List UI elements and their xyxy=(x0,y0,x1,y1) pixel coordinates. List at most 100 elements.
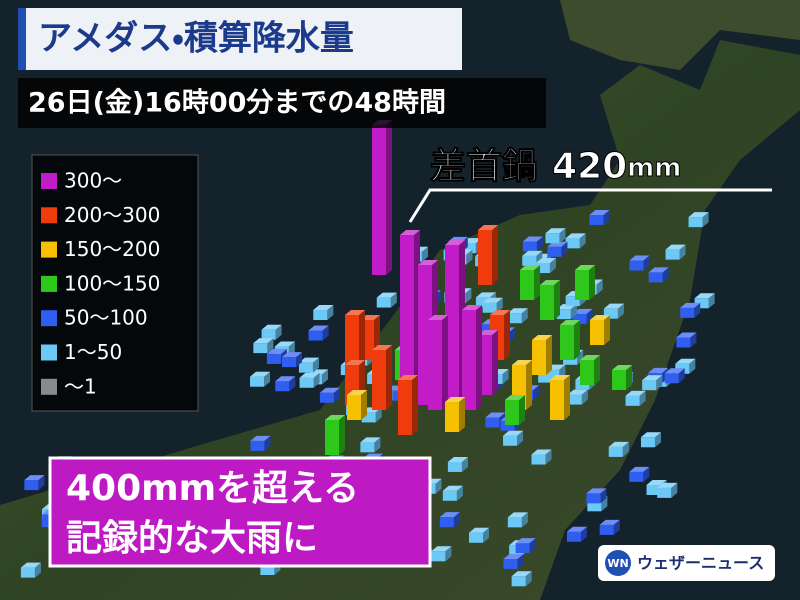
bar-top-light xyxy=(657,482,678,488)
bar-top xyxy=(507,512,528,518)
bar-top-light xyxy=(522,236,543,242)
bar-top-light xyxy=(540,280,560,285)
rain-bar xyxy=(250,435,271,451)
bar-front xyxy=(540,285,554,320)
bar-top xyxy=(20,562,41,568)
rain-bar xyxy=(522,236,543,252)
rain-bar xyxy=(20,562,41,578)
bar-front xyxy=(260,565,275,576)
bar-front xyxy=(646,484,661,495)
bar-side-shade xyxy=(442,315,448,410)
bar-top-light xyxy=(445,397,465,402)
bar-top-light xyxy=(431,546,452,552)
bar-top-light xyxy=(507,308,528,314)
bar-front xyxy=(282,357,297,368)
bar-top-light xyxy=(694,293,715,299)
rain-bar xyxy=(603,303,624,319)
bar-top-light xyxy=(253,338,274,344)
bar-front xyxy=(431,551,446,562)
bar-top xyxy=(485,412,506,418)
bar-top-light xyxy=(347,390,367,395)
rain-bar xyxy=(282,352,303,368)
legend: 300～ 200～300 150～200 100～150 50～100 1～50 ～1 xyxy=(41,169,160,398)
bar-top xyxy=(520,265,540,270)
bar-top xyxy=(567,389,588,395)
bar-side-shade xyxy=(526,360,532,410)
bar-top-light xyxy=(345,360,365,365)
legend-label: 100～150 xyxy=(64,271,160,295)
bar-front xyxy=(308,330,323,341)
rain-bar xyxy=(299,372,320,388)
bar-top xyxy=(515,538,536,544)
bar-top-light xyxy=(345,310,365,315)
bar-side xyxy=(359,310,365,375)
bar-top xyxy=(325,415,345,420)
rain-bar xyxy=(545,228,566,244)
bar-top xyxy=(24,475,45,481)
bar-top xyxy=(308,325,329,331)
bar-top xyxy=(503,553,524,559)
bar-top xyxy=(589,209,610,215)
bar-front xyxy=(648,272,663,283)
rain-bar xyxy=(590,315,610,345)
bar-front xyxy=(688,217,703,228)
bar-top-light xyxy=(298,357,319,363)
bar-front xyxy=(478,230,492,285)
bar-top xyxy=(664,368,685,374)
bar-top xyxy=(680,302,701,308)
bar-side xyxy=(386,120,392,275)
bar-top-light xyxy=(372,345,392,350)
rain-bar xyxy=(629,255,650,271)
bar-front xyxy=(250,440,265,451)
legend-swatch xyxy=(41,275,57,292)
bar-front xyxy=(253,343,268,354)
bar-top xyxy=(580,355,600,360)
bar-top-light xyxy=(485,412,506,418)
rain-bar xyxy=(503,430,524,446)
bar-top xyxy=(376,292,397,298)
rain-bar xyxy=(482,297,503,313)
bar-top-light xyxy=(299,372,320,378)
bar-top xyxy=(535,258,556,264)
bar-top xyxy=(612,365,632,370)
bar-top xyxy=(586,488,607,494)
bar-side xyxy=(546,335,552,375)
legend-swatch xyxy=(41,310,57,327)
rain-bar xyxy=(589,209,610,225)
rain-bar xyxy=(608,441,629,457)
bar-side-shade xyxy=(643,255,650,271)
legend-label: 1～50 xyxy=(64,340,122,364)
bar-top xyxy=(560,320,580,325)
bar-top-light xyxy=(575,265,595,270)
bar-side-shade xyxy=(504,310,510,360)
rain-bar xyxy=(503,553,524,569)
bar-front xyxy=(372,125,386,275)
bar-top-light xyxy=(250,371,271,377)
bar-front xyxy=(250,376,265,387)
bar-side-shade xyxy=(359,310,365,375)
rain-bar xyxy=(469,527,490,543)
bar-front xyxy=(608,446,623,457)
bar-side-shade xyxy=(492,330,498,395)
bar-top xyxy=(625,390,646,396)
bar-top xyxy=(275,376,296,382)
bar-top-light xyxy=(520,265,540,270)
bar-side-shade xyxy=(476,305,482,410)
bar-top xyxy=(282,352,303,358)
bar-front xyxy=(547,246,562,257)
rain-bar xyxy=(586,488,607,504)
bar-top-light xyxy=(515,538,536,544)
bar-top xyxy=(428,315,448,320)
legend-label: ～1 xyxy=(64,374,97,398)
bar-top-light xyxy=(648,367,669,373)
bar-top-light xyxy=(676,332,697,338)
bar-front xyxy=(439,517,454,528)
bar-top-light xyxy=(565,233,586,239)
bar-top xyxy=(400,230,420,235)
bar-front xyxy=(522,255,537,266)
bar-front xyxy=(586,493,601,504)
bar-top xyxy=(522,250,543,256)
bar-front xyxy=(505,400,519,425)
bar-side xyxy=(554,280,560,320)
